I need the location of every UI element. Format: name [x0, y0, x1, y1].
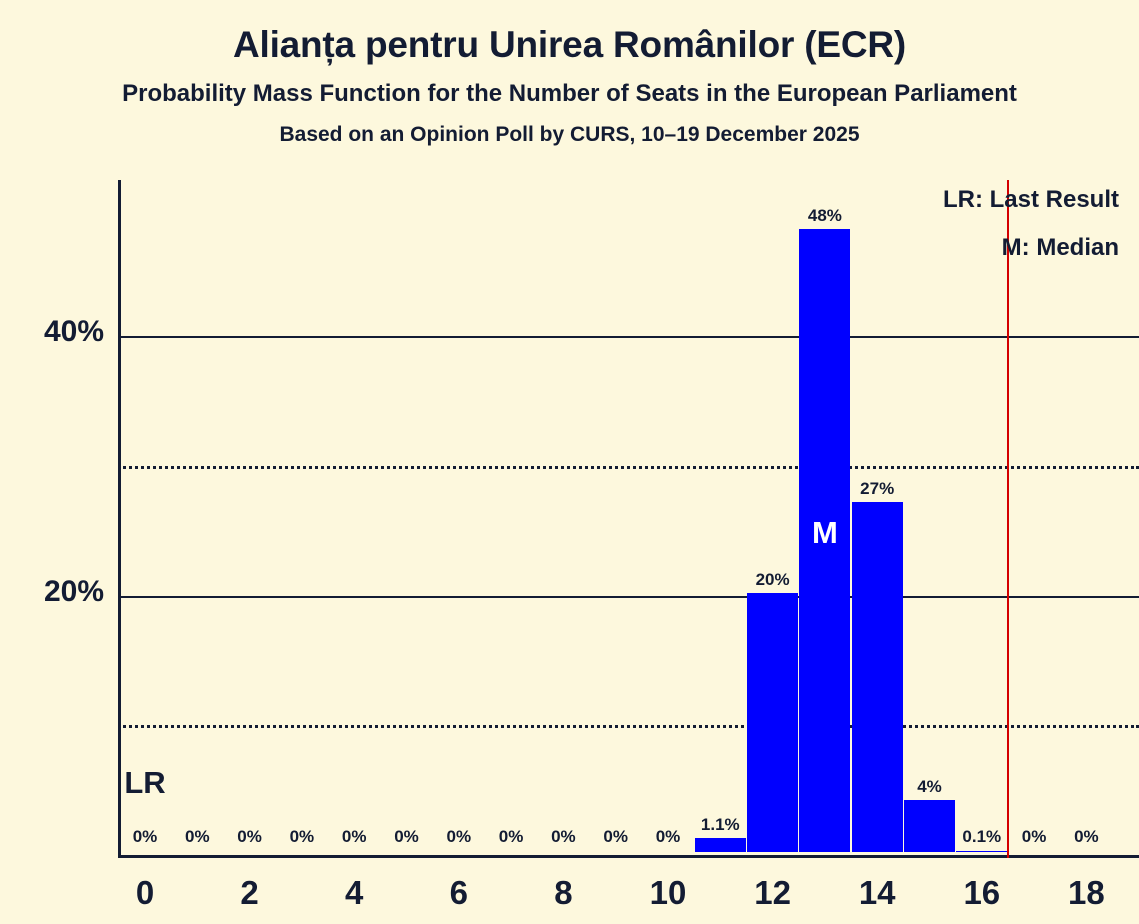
gridline-minor [118, 725, 1139, 729]
median-marker: M [811, 515, 838, 550]
y-axis-tick-label: 20% [43, 574, 104, 608]
x-axis-tick-label: 10 [649, 874, 687, 911]
bar-value-label: 0% [394, 827, 419, 846]
legend-last-result: LR: Last Result [942, 186, 1119, 213]
bar-value-label: 0.1% [962, 827, 1002, 846]
gridline-major [118, 336, 1139, 338]
bar-value-label: 0% [237, 827, 262, 846]
bar-value-label: 0% [289, 827, 315, 846]
bar[interactable] [694, 837, 746, 852]
legend-median: M: Median [1001, 234, 1119, 261]
median-indicator-line [1006, 180, 1010, 858]
bar-value-label: 27% [860, 478, 895, 498]
bar-value-label: 0% [446, 827, 472, 846]
bar-value-label: 0% [603, 827, 628, 846]
x-axis-tick-label: 18 [1068, 874, 1105, 911]
page-title: Alianța pentru Unirea Românilor (ECR) [232, 24, 907, 65]
bar-value-label: 48% [807, 206, 842, 226]
plot-area: 0% 0% 0% 0% 0% 0% 0% 0% 0% 0% 0% 1.1% 20% 48% 27% 4% 0.1… [118, 180, 1139, 858]
bar-value-label: 0% [498, 827, 524, 846]
x-axis-tick-label: 0 [135, 874, 155, 911]
bar-value-label: 1.1% [700, 814, 740, 834]
title-block: Alianța pentru Unirea Românilor (ECR) Pr… [0, 0, 1139, 146]
y-axis-line [118, 180, 121, 856]
bar-value-label: 0% [551, 827, 576, 846]
x-axis-tick-label: 14 [858, 874, 896, 911]
x-axis-line [118, 855, 1139, 858]
bar-value-label: 4% [917, 777, 942, 797]
bar-value-label: 0% [132, 827, 158, 846]
bar-value-label: 0% [655, 827, 681, 846]
chart-subtitle: Probability Mass Function for the Number… [122, 79, 1017, 107]
bar[interactable] [747, 592, 799, 852]
last-result-marker: LR [124, 765, 166, 800]
bar-value-label: 20% [755, 569, 790, 589]
x-axis-tick-label: 8 [554, 874, 573, 911]
gridline-minor [118, 465, 1139, 469]
bar-value-label: 0% [341, 827, 367, 846]
bar[interactable] [904, 800, 955, 852]
bar[interactable] [799, 229, 851, 852]
bar[interactable] [956, 850, 1008, 852]
x-axis-tick-label: 2 [240, 874, 259, 911]
x-axis-tick-label: 4 [345, 874, 364, 911]
y-axis-tick-label: 40% [43, 315, 104, 348]
bar-value-label: 0% [185, 827, 210, 846]
x-axis-tick-label: 16 [963, 874, 1001, 911]
x-axis-tick-label: 12 [754, 874, 791, 911]
bar[interactable] [851, 501, 903, 852]
x-axis-tick-label: 6 [449, 874, 468, 911]
bar-value-label: 0% [1074, 827, 1099, 846]
gridline-major [118, 595, 1139, 598]
bar-value-label: 0% [1021, 827, 1047, 846]
chart-source-line: Based on an Opinion Poll by CURS, 10–19 … [279, 123, 860, 147]
